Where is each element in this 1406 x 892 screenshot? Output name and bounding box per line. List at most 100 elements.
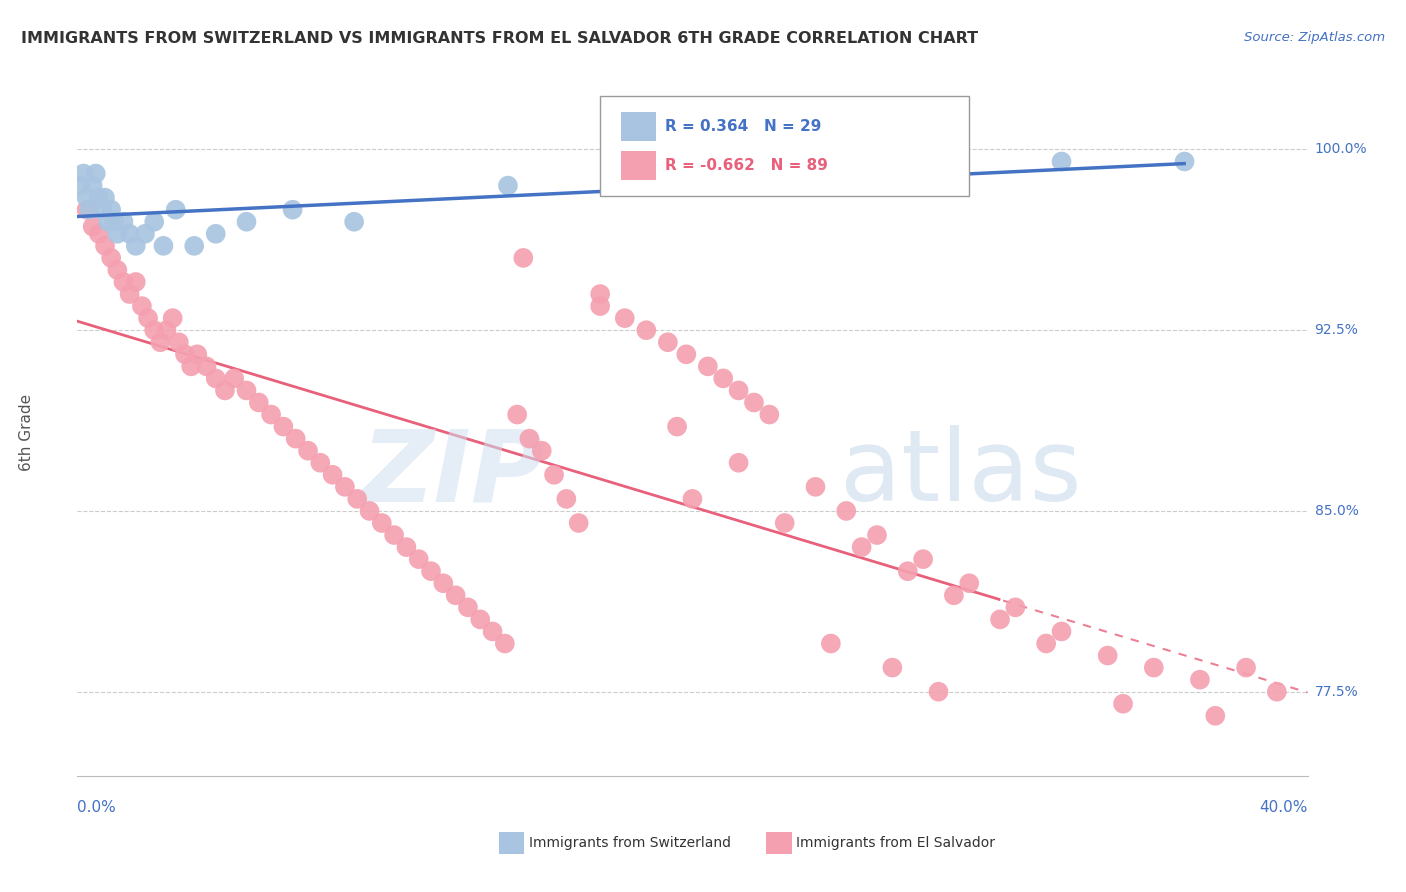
Point [76, 202, 98, 217]
Point [247, 395, 270, 409]
Text: R = -0.662   N = 89: R = -0.662 N = 89 [665, 158, 828, 173]
Point [281, 202, 304, 217]
Point [76, 191, 98, 205]
Point [112, 275, 135, 289]
Point [125, 239, 148, 253]
Point [543, 467, 565, 482]
Point [322, 467, 344, 482]
Point [820, 636, 842, 650]
Point [1188, 673, 1211, 687]
Point [183, 239, 205, 253]
Point [82, 219, 104, 234]
Point [1004, 600, 1026, 615]
Point [273, 419, 295, 434]
Point [1050, 624, 1073, 639]
Point [204, 371, 226, 385]
Point [162, 311, 184, 326]
Bar [621, 151, 655, 180]
Point [186, 347, 208, 361]
Point [131, 299, 153, 313]
Point [506, 408, 529, 422]
Point [773, 516, 796, 530]
Point [589, 299, 612, 313]
Point [87, 227, 110, 241]
Point [136, 311, 159, 326]
Point [613, 311, 636, 326]
Point [420, 564, 443, 578]
Point [155, 323, 177, 337]
Point [682, 491, 704, 506]
Point [382, 528, 405, 542]
Point [727, 456, 749, 470]
Text: 40.0%: 40.0% [1260, 800, 1308, 814]
Point [87, 191, 110, 205]
Point [457, 600, 479, 615]
Point [72, 167, 94, 181]
Point [82, 178, 104, 193]
Point [742, 167, 765, 181]
Point [152, 239, 174, 253]
Point [470, 612, 492, 626]
Point [866, 528, 889, 542]
Point [1143, 660, 1166, 674]
Point [224, 371, 246, 385]
Point [118, 227, 141, 241]
Point [512, 251, 534, 265]
Bar [621, 112, 655, 141]
Point [432, 576, 454, 591]
Point [957, 576, 980, 591]
Point [149, 335, 172, 350]
Point [333, 480, 356, 494]
Text: 92.5%: 92.5% [1315, 323, 1358, 337]
Point [882, 660, 904, 674]
Point [897, 564, 920, 578]
Point [727, 384, 749, 398]
Point [1204, 708, 1226, 723]
Point [84, 167, 107, 181]
Point [260, 408, 283, 422]
Text: 77.5%: 77.5% [1315, 685, 1358, 698]
Point [90, 202, 114, 217]
Point [912, 552, 935, 566]
Point [105, 227, 128, 241]
Point [359, 504, 381, 518]
Point [235, 215, 257, 229]
Point [1234, 660, 1257, 674]
Point [134, 227, 156, 241]
Point [118, 287, 141, 301]
Point [657, 335, 679, 350]
Point [568, 516, 591, 530]
Point [143, 215, 166, 229]
Point [97, 215, 120, 229]
Point [100, 202, 122, 217]
Point [112, 215, 135, 229]
Point [143, 323, 166, 337]
Point [180, 359, 202, 374]
Point [1035, 636, 1057, 650]
Text: Immigrants from El Salvador: Immigrants from El Salvador [796, 836, 995, 850]
Point [69, 178, 91, 193]
Point [988, 612, 1011, 626]
Point [444, 588, 467, 602]
Text: 85.0%: 85.0% [1315, 504, 1358, 518]
Text: 6th Grade: 6th Grade [20, 394, 34, 471]
Point [309, 456, 332, 470]
Point [214, 384, 236, 398]
Point [105, 263, 128, 277]
Point [494, 636, 516, 650]
Point [481, 624, 503, 639]
FancyBboxPatch shape [600, 96, 969, 195]
Point [1097, 648, 1119, 663]
Text: atlas: atlas [841, 425, 1081, 523]
Point [928, 684, 950, 698]
Point [675, 347, 697, 361]
Point [758, 408, 780, 422]
Point [1265, 684, 1288, 698]
Text: ZIP: ZIP [361, 425, 546, 523]
Point [589, 287, 612, 301]
Point [696, 359, 718, 374]
Text: 100.0%: 100.0% [1315, 143, 1367, 156]
Point [100, 251, 122, 265]
Point [942, 588, 965, 602]
Point [167, 335, 190, 350]
